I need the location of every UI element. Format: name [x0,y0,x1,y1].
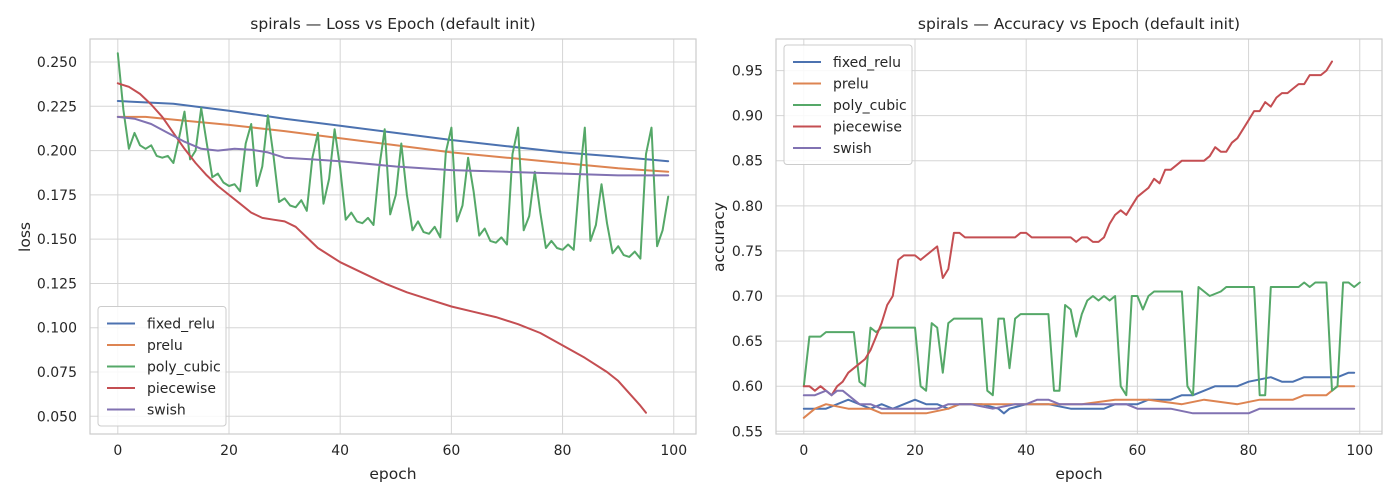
loss-chart-y-tick-label: 0.125 [37,276,77,292]
accuracy-chart-x-ticks: 0 20 40 60 80 100 [799,443,1373,459]
accuracy-chart-legend-label: piecewise [833,120,902,136]
accuracy-chart-series-poly-cubic [802,281,1361,397]
loss-chart-legend-label: swish [147,403,186,419]
loss-chart-y-ticks: 0.050 0.075 0.100 0.125 0.150 0.175 0.200 0.225… [37,55,77,425]
accuracy-chart-series [802,60,1361,419]
accuracy-chart-y-tick-label: 0.95 [732,64,763,80]
accuracy-chart-series-piecewise [802,60,1333,397]
loss-chart-y-tick-label: 0.200 [37,144,77,160]
loss-chart-y-tick-label: 0.100 [37,321,77,337]
loss-chart-series-prelu [116,115,670,173]
accuracy-chart-x-tick-label: 20 [906,443,924,459]
loss-chart-x-tick-label: 100 [660,443,687,459]
accuracy-chart-series-swish [802,389,1356,415]
accuracy-chart-frame [775,38,1383,435]
accuracy-chart-legend-box [783,44,913,165]
accuracy-chart-x-tick-label: 80 [1240,443,1258,459]
accuracy-chart-legend-label: fixed_relu [833,55,901,71]
accuracy-chart-legend-label: prelu [833,77,869,93]
loss-chart-series-piecewise [116,82,647,414]
loss-chart-legend-label: piecewise [147,381,216,397]
accuracy-chart-y-tick-label: 0.90 [732,109,763,125]
loss-chart-y-tick-label: 0.250 [37,55,77,71]
loss-chart-x-tick-label: 0 [113,443,122,459]
loss-chart-y-tick-label: 0.050 [37,409,77,425]
accuracy-chart-y-tick-label: 0.85 [732,154,763,170]
accuracy-chart-title: spirals — Accuracy vs Epoch (default ini… [918,15,1240,33]
accuracy-chart-y-tick-label: 0.60 [732,379,763,395]
loss-chart-y-tick-label: 0.075 [37,365,77,381]
loss-chart-series [116,52,670,414]
loss-chart-x-tick-label: 20 [220,443,238,459]
loss-chart-title: spirals — Loss vs Epoch (default init) [250,15,535,33]
accuracy-chart-y-tick-label: 0.80 [732,199,763,215]
loss-chart-legend-box [97,306,227,427]
accuracy-chart-y-label: accuracy [710,202,728,272]
accuracy-chart-y-tick-label: 0.70 [732,289,763,305]
loss-chart-series-poly-cubic [116,52,670,260]
accuracy-chart-x-tick-label: 60 [1128,443,1146,459]
loss-chart-frame [89,38,697,435]
accuracy-chart-series-prelu [802,385,1356,419]
loss-chart-y-tick-label: 0.225 [37,99,77,115]
loss-chart-legend-label: fixed_relu [147,317,215,333]
loss-chart-y-label: loss [16,222,34,252]
loss-chart-legend-label: poly_cubic [147,360,221,376]
loss-chart-x-ticks: 0 20 40 60 80 100 [113,443,687,459]
accuracy-chart-y-tick-label: 0.65 [732,334,763,350]
loss-chart-y-tick-label: 0.175 [37,188,77,204]
loss-chart: spirals — Loss vs Epoch (default init) 0… [16,15,697,483]
accuracy-chart-y-tick-label: 0.75 [732,244,763,260]
loss-chart-x-tick-label: 80 [554,443,572,459]
accuracy-chart-x-label: epoch [1055,465,1102,483]
loss-chart-y-tick-label: 0.150 [37,232,77,248]
loss-chart-series-swish [116,115,670,177]
accuracy-chart-x-tick-label: 100 [1346,443,1373,459]
loss-chart-legend-label: prelu [147,338,183,354]
accuracy-chart: spirals — Accuracy vs Epoch (default ini… [710,15,1383,483]
accuracy-chart-legend-label: swish [833,141,872,157]
loss-chart-x-label: epoch [369,465,416,483]
loss-chart-x-tick-label: 40 [331,443,349,459]
accuracy-chart-x-tick-label: 40 [1017,443,1035,459]
accuracy-chart-x-tick-label: 0 [799,443,808,459]
accuracy-chart-y-tick-label: 0.55 [732,424,763,440]
loss-chart-x-tick-label: 60 [442,443,460,459]
accuracy-chart-y-ticks: 0.55 0.60 0.65 0.70 0.75 0.80 0.85 0.90 0.95 [732,64,763,441]
accuracy-chart-legend-label: poly_cubic [833,98,907,114]
